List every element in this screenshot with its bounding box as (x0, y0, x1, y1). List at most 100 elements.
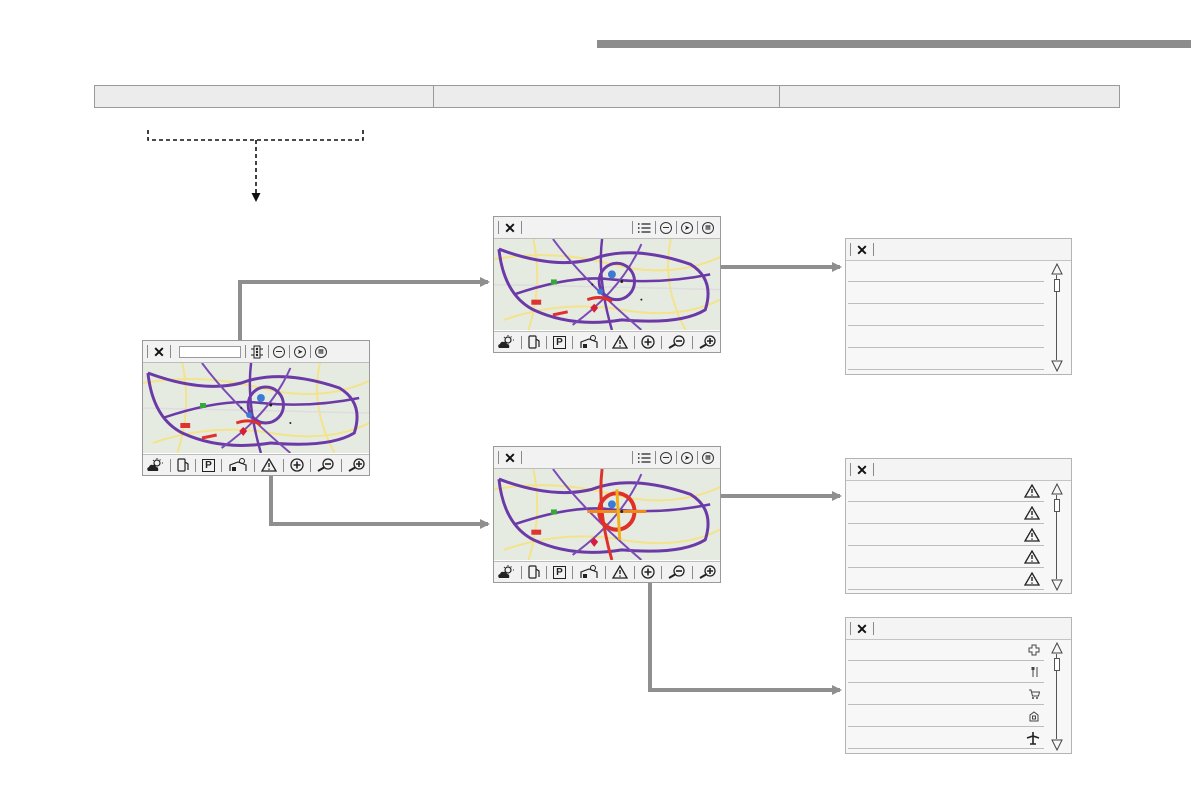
close-icon[interactable]: ✕ (856, 241, 868, 258)
poi-icon[interactable] (228, 458, 248, 472)
zoom-out-icon[interactable] (317, 458, 335, 472)
warning-icon[interactable] (260, 458, 277, 472)
hospital-icon (1028, 644, 1040, 656)
scroll-thumb[interactable] (1054, 658, 1060, 671)
warning-icon (1024, 528, 1040, 542)
list-item[interactable] (848, 525, 1044, 546)
list-item[interactable] (848, 481, 1044, 502)
weather-icon[interactable] (146, 458, 164, 472)
building-icon (1028, 710, 1040, 722)
route-icon[interactable] (660, 221, 672, 234)
list-icon[interactable] (637, 452, 651, 464)
scroll-down-icon[interactable] (1051, 739, 1063, 751)
parking-icon[interactable]: P (553, 335, 566, 349)
close-icon[interactable]: ✕ (504, 449, 516, 466)
list-item[interactable] (848, 283, 1044, 304)
plus-circle-icon[interactable] (641, 565, 655, 579)
arrow-to-warning-screen (269, 473, 490, 529)
restaurant-icon (1030, 666, 1040, 678)
map-view[interactable] (143, 362, 369, 454)
close-icon[interactable]: ✕ (504, 219, 516, 236)
scroll-up-icon[interactable] (1051, 642, 1063, 654)
weather-icon[interactable] (497, 335, 515, 349)
scroll-thumb[interactable] (1054, 279, 1060, 292)
compass-icon[interactable]: ➤ (681, 221, 693, 234)
zoom-in-icon[interactable] (699, 335, 717, 349)
poi-icon[interactable] (579, 565, 599, 579)
panel-header: ✕ (846, 618, 1071, 640)
zoom-in-icon[interactable] (348, 458, 366, 472)
header-cell-3 (780, 86, 1119, 107)
warning-icon[interactable] (611, 565, 628, 579)
close-icon[interactable]: ✕ (856, 461, 868, 478)
traffic-light-icon[interactable] (250, 345, 264, 359)
zoom-out-icon[interactable] (668, 335, 686, 349)
scroll-up-icon[interactable] (1051, 263, 1063, 275)
traffic-map-screen: ✕ ➤ ▦ (493, 446, 721, 583)
fuel-icon[interactable] (528, 335, 540, 349)
warning-icon[interactable] (611, 335, 628, 349)
main-top-toolbar: ✕ ➤ ▦ (143, 341, 369, 363)
search-field[interactable] (179, 345, 241, 358)
list-item[interactable] (848, 640, 1044, 661)
warning-icon (1024, 572, 1040, 586)
list-item[interactable] (848, 547, 1044, 568)
list-panel-2: ✕ (845, 458, 1072, 594)
settings-icon[interactable]: ▦ (702, 451, 714, 464)
list-map-screen: ✕ ➤ ▦ (493, 216, 721, 353)
scroll-up-icon[interactable] (1051, 483, 1063, 495)
page-top-bar (597, 40, 1191, 48)
list-item[interactable] (848, 662, 1044, 683)
map-view[interactable] (494, 468, 720, 561)
main-map-screen: ✕ ➤ ▦ (142, 340, 370, 476)
list-item[interactable] (848, 728, 1044, 749)
warning-icon (1024, 506, 1040, 520)
airport-icon (1026, 731, 1040, 745)
route-icon[interactable] (273, 345, 285, 358)
list-top-toolbar: ✕ ➤ ▦ (494, 217, 720, 239)
zoom-out-icon[interactable] (668, 565, 686, 579)
scrollbar[interactable] (1051, 263, 1063, 372)
scroll-down-icon[interactable] (1051, 579, 1063, 591)
list-item[interactable] (848, 327, 1044, 348)
list-item[interactable] (848, 684, 1044, 705)
plus-circle-icon[interactable] (290, 458, 304, 472)
list-item[interactable] (848, 261, 1044, 282)
scrollbar[interactable] (1051, 642, 1063, 751)
list-panel-3: ✕ (845, 617, 1072, 754)
route-icon[interactable] (660, 451, 672, 464)
close-icon[interactable]: ✕ (153, 343, 165, 360)
panel-header: ✕ (846, 239, 1071, 261)
list-item[interactable] (848, 305, 1044, 326)
poi-icon[interactable] (579, 335, 599, 349)
scroll-thumb[interactable] (1054, 499, 1060, 512)
parking-icon[interactable]: P (553, 565, 566, 579)
fuel-icon[interactable] (528, 565, 540, 579)
list-icon[interactable] (637, 222, 651, 234)
main-bottom-toolbar: P (143, 454, 369, 475)
warning-icon (1024, 550, 1040, 564)
map-view[interactable] (494, 238, 720, 331)
zoom-in-icon[interactable] (699, 565, 717, 579)
parking-icon[interactable]: P (202, 458, 215, 472)
compass-icon[interactable]: ➤ (681, 451, 693, 464)
list-item[interactable] (848, 569, 1044, 590)
warning-icon (1024, 484, 1040, 498)
plus-circle-icon[interactable] (641, 335, 655, 349)
settings-icon[interactable]: ▦ (315, 345, 327, 358)
fuel-icon[interactable] (177, 458, 189, 472)
list-item[interactable] (848, 706, 1044, 727)
close-icon[interactable]: ✕ (856, 620, 868, 637)
panel-header: ✕ (846, 459, 1071, 481)
list-item[interactable] (848, 503, 1044, 524)
settings-icon[interactable]: ▦ (702, 221, 714, 234)
weather-icon[interactable] (497, 565, 515, 579)
list-item[interactable] (848, 349, 1044, 370)
list-bottom-toolbar: P (494, 331, 720, 352)
scrollbar[interactable] (1051, 483, 1063, 591)
header-table (94, 85, 1120, 108)
traffic-top-toolbar: ✕ ➤ ▦ (494, 447, 720, 469)
compass-icon[interactable]: ➤ (294, 345, 306, 358)
scroll-down-icon[interactable] (1051, 360, 1063, 372)
header-cell-2 (434, 86, 780, 107)
